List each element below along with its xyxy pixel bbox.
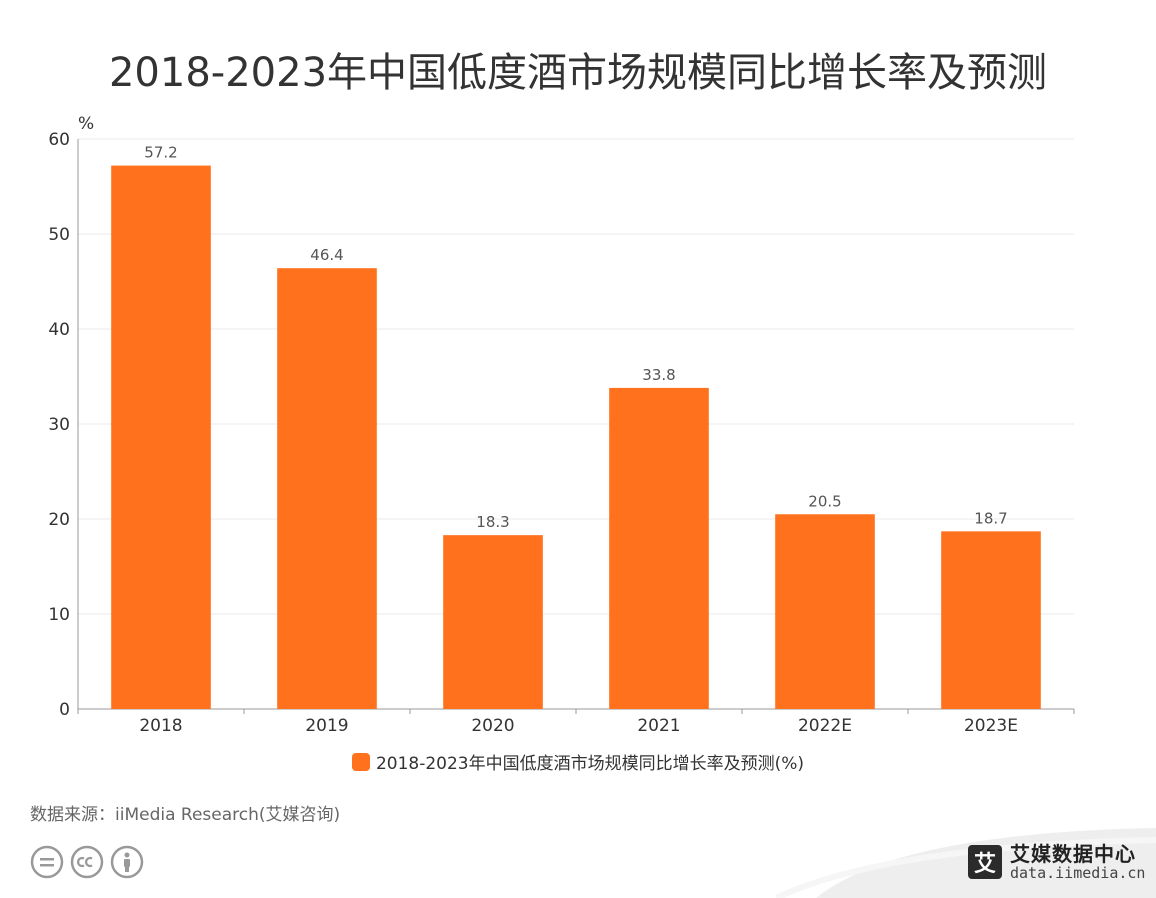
- y-tick-label: 0: [59, 700, 70, 720]
- x-axis-ticks: 2018 2019 2020 2021 2022E 2023E: [77, 709, 1075, 736]
- legend-swatch: [351, 752, 370, 771]
- y-tick-label: 10: [48, 605, 70, 625]
- creative-commons-icon: [70, 845, 104, 879]
- x-tick-label: 2018: [139, 716, 182, 736]
- y-tick-label: 50: [48, 225, 70, 245]
- source-note: 数据来源：iiMedia Research(艾媒咨询): [30, 805, 341, 825]
- data-label: 20.5: [808, 492, 841, 510]
- bars: [111, 165, 1041, 710]
- bar[interactable]: [111, 165, 211, 710]
- attribution-person-icon: [110, 845, 144, 879]
- bar[interactable]: [609, 387, 709, 709]
- x-tick-label: 2019: [305, 716, 348, 736]
- x-tick-label: 2023E: [964, 716, 1018, 736]
- data-label: 33.8: [642, 366, 675, 384]
- brand-url: data.iimedia.cn: [1010, 864, 1146, 882]
- legend[interactable]: 2018-2023年中国低度酒市场规模同比增长率及预测(%): [0, 749, 1156, 774]
- y-tick-label: 30: [48, 415, 70, 435]
- bar[interactable]: [443, 535, 543, 709]
- data-label: 57.2: [144, 144, 177, 162]
- equals-icon: [30, 845, 64, 879]
- y-axis-ticks: 0 10 20 30 40 50 60: [48, 130, 70, 720]
- y-axis-unit: %: [78, 114, 94, 134]
- data-label: 46.4: [310, 246, 343, 264]
- license-icons: [30, 845, 144, 879]
- brand-name: 艾媒数据中心: [1010, 842, 1136, 866]
- chart-title: 2018-2023年中国低度酒市场规模同比增长率及预测: [108, 50, 1048, 96]
- y-tick-label: 20: [48, 510, 70, 530]
- data-label: 18.7: [974, 509, 1007, 527]
- x-tick-label: 2020: [471, 716, 514, 736]
- brand-logo-icon: 艾: [968, 845, 1002, 880]
- grid-lines: [77, 138, 1074, 710]
- data-labels: 57.2 46.4 18.3 33.8 20.5 18.7: [144, 144, 1007, 532]
- y-tick-label: 40: [48, 320, 70, 340]
- y-tick-label: 60: [48, 130, 70, 150]
- bar[interactable]: [277, 268, 377, 709]
- legend-label: 2018-2023年中国低度酒市场规模同比增长率及预测(%): [375, 754, 805, 774]
- x-tick-label: 2021: [637, 716, 680, 736]
- bar[interactable]: [941, 531, 1041, 709]
- x-tick-label: 2022E: [798, 716, 852, 736]
- bar-chart: 0 10 20 30 40 50 60 57.2 46.4 18.3 33.8 20.5 18.7 2…: [48, 114, 1075, 736]
- data-label: 18.3: [476, 513, 509, 531]
- brand[interactable]: 艾 艾媒数据中心 data.iimedia.cn: [968, 843, 1145, 882]
- bar[interactable]: [775, 514, 875, 709]
